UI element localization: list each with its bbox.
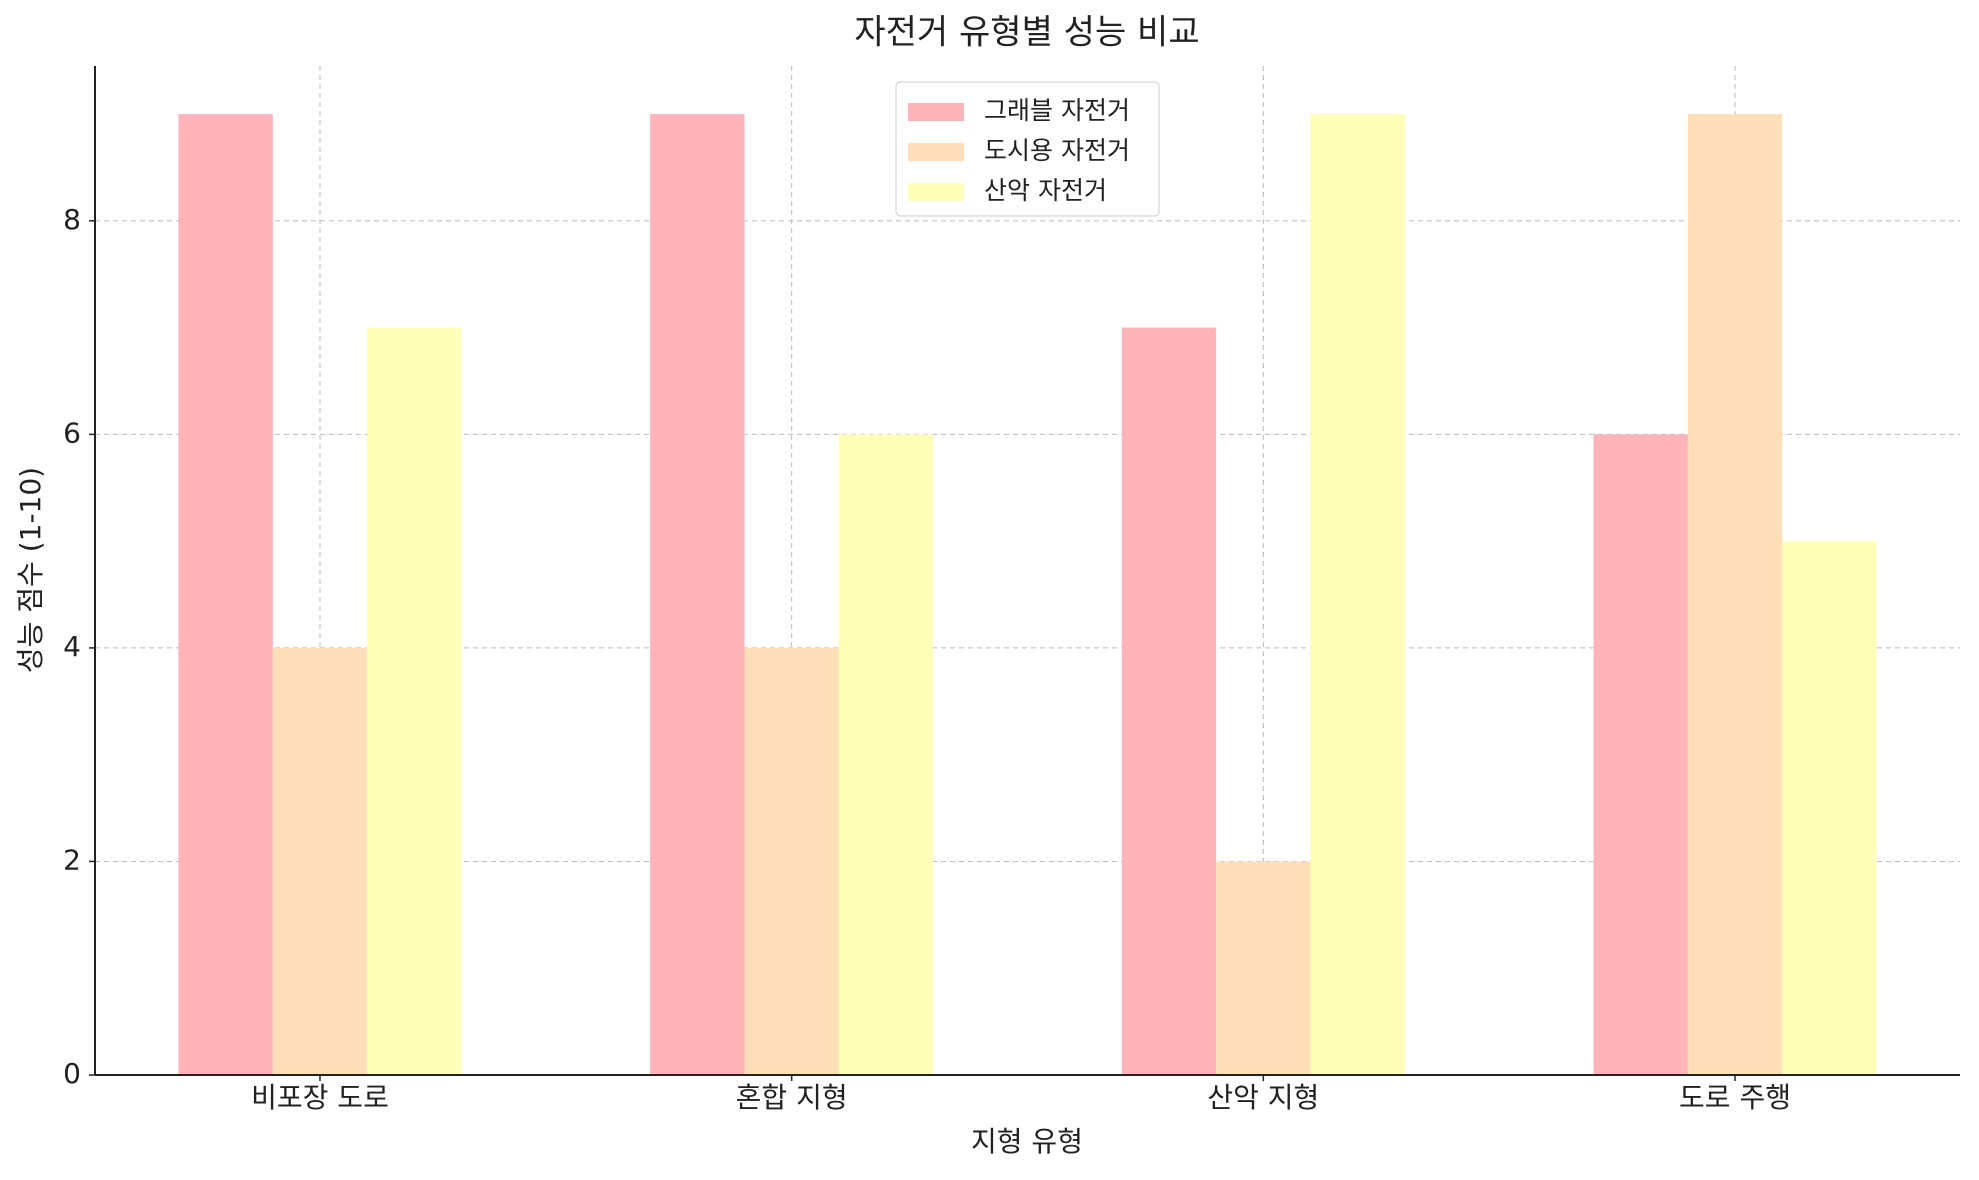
legend-swatch — [908, 103, 964, 121]
bar — [272, 647, 368, 1075]
x-tick-label: 비포장 도로 — [251, 1081, 389, 1114]
bars — [178, 114, 1877, 1076]
bar — [1782, 541, 1877, 1075]
bar — [1310, 114, 1405, 1076]
x-tick-label: 도로 주행 — [1679, 1081, 1791, 1114]
bar — [744, 647, 839, 1075]
legend-label: 그래블 자전거 — [984, 96, 1130, 125]
y-tick-label: 2 — [63, 843, 81, 876]
bar — [650, 114, 745, 1076]
y-tick-label: 8 — [63, 203, 81, 236]
legend-label: 도시용 자전거 — [984, 136, 1130, 165]
x-tick-label: 혼합 지형 — [736, 1081, 848, 1114]
legend-label: 산악 자전거 — [984, 176, 1107, 205]
bar — [1216, 861, 1311, 1075]
x-tick-label: 산악 지형 — [1207, 1081, 1319, 1114]
bar — [1593, 434, 1688, 1075]
y-tick-label: 6 — [63, 416, 81, 449]
legend-swatch — [908, 143, 964, 161]
y-tick-label: 0 — [63, 1057, 81, 1090]
bar — [367, 327, 462, 1075]
bar — [838, 434, 934, 1075]
bar — [1687, 114, 1783, 1076]
y-tick-label: 4 — [63, 630, 81, 663]
x-axis-label: 지형 유형 — [971, 1125, 1083, 1158]
chart-title: 자전거 유형별 성능 비교 — [854, 13, 1199, 53]
bar — [1121, 327, 1217, 1075]
bar — [178, 114, 273, 1076]
y-axis-label: 성능 점수 (1-10) — [14, 467, 47, 673]
legend-swatch — [908, 183, 964, 201]
